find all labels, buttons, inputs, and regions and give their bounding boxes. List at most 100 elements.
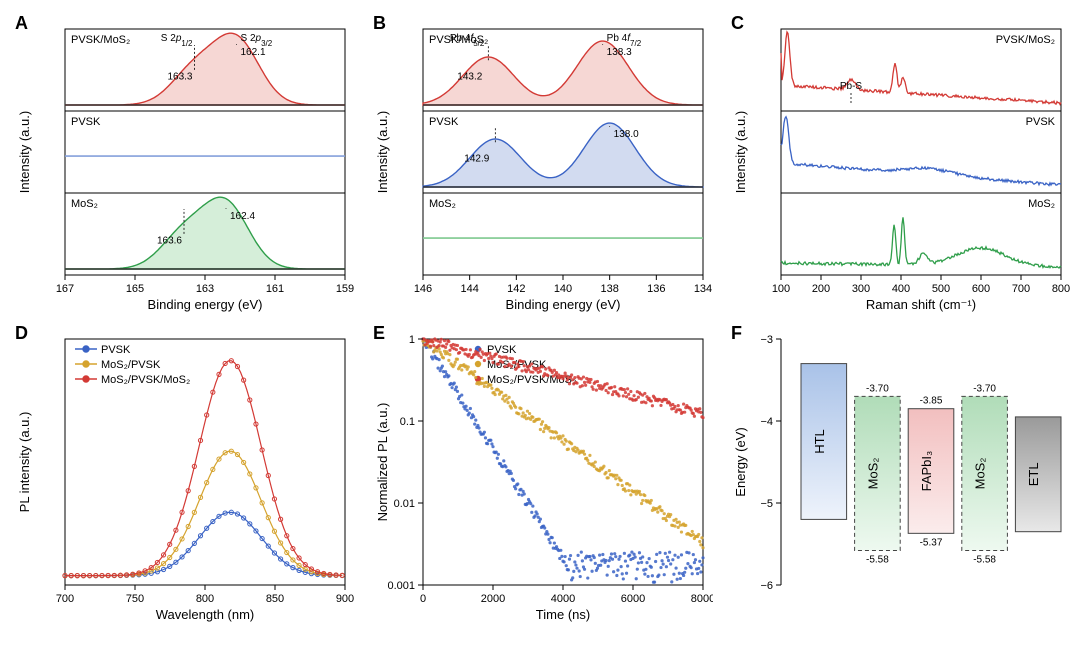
svg-text:Binding energy (eV): Binding energy (eV) xyxy=(506,297,621,312)
svg-text:PVSK: PVSK xyxy=(487,344,517,356)
svg-text:163.6: 163.6 xyxy=(157,235,182,246)
svg-text:8000: 8000 xyxy=(691,593,713,605)
svg-text:PVSK/MoS₂: PVSK/MoS₂ xyxy=(71,34,130,46)
svg-text:PVSK: PVSK xyxy=(101,344,131,356)
svg-text:Pb-S: Pb-S xyxy=(840,81,863,92)
chart-C: PVSK/MoS₂ Pb-S PVSK MoS₂ 100 200 300 400 500 600 7… xyxy=(731,15,1071,315)
svg-text:Intensity (a.u.): Intensity (a.u.) xyxy=(733,111,748,193)
svg-text:600: 600 xyxy=(972,283,990,295)
svg-text:PVSK: PVSK xyxy=(71,116,101,128)
svg-text:Intensity (a.u.): Intensity (a.u.) xyxy=(375,111,390,193)
svg-text:700: 700 xyxy=(1012,283,1030,295)
svg-text:-5.58: -5.58 xyxy=(866,555,889,566)
svg-text:-3.70: -3.70 xyxy=(866,383,889,394)
svg-text:-5.37: -5.37 xyxy=(920,537,943,548)
svg-text:PVSK/MoS₂: PVSK/MoS₂ xyxy=(996,34,1055,46)
svg-text:0.01: 0.01 xyxy=(394,498,415,510)
svg-text:PVSK: PVSK xyxy=(1026,116,1056,128)
svg-text:134: 134 xyxy=(694,283,712,295)
svg-text:140: 140 xyxy=(554,283,572,295)
svg-text:-5.58: -5.58 xyxy=(973,555,996,566)
svg-text:159: 159 xyxy=(336,283,354,295)
svg-text:Binding energy (eV): Binding energy (eV) xyxy=(148,297,263,312)
svg-text:Wavelength (nm): Wavelength (nm) xyxy=(156,607,255,622)
svg-text:163.3: 163.3 xyxy=(167,71,192,82)
svg-text:200: 200 xyxy=(812,283,830,295)
svg-text:161: 161 xyxy=(266,283,284,295)
svg-text:138.3: 138.3 xyxy=(607,47,632,58)
svg-text:MoS₂: MoS₂ xyxy=(71,198,98,210)
svg-text:Raman shift (cm⁻¹): Raman shift (cm⁻¹) xyxy=(866,297,976,312)
svg-text:−6: −6 xyxy=(760,580,773,592)
svg-text:900: 900 xyxy=(336,593,354,605)
svg-text:163: 163 xyxy=(196,283,214,295)
svg-text:2000: 2000 xyxy=(481,593,505,605)
panel-label-D: D xyxy=(15,323,28,344)
svg-text:1: 1 xyxy=(409,334,415,346)
svg-text:−3: −3 xyxy=(760,334,773,346)
svg-text:100: 100 xyxy=(772,283,790,295)
svg-text:142: 142 xyxy=(507,283,525,295)
svg-text:MoS₂: MoS₂ xyxy=(865,458,880,490)
svg-text:142.9: 142.9 xyxy=(464,153,489,164)
svg-text:146: 146 xyxy=(414,283,432,295)
svg-text:0.1: 0.1 xyxy=(400,416,415,428)
chart-F: −3 −4 −5 −6 Energy (eV) HTL MoS₂ -3.70 -5.58 FAPb… xyxy=(731,325,1071,625)
svg-text:MoS₂/PVSK: MoS₂/PVSK xyxy=(101,359,161,371)
svg-text:400: 400 xyxy=(892,283,910,295)
svg-text:S 2p1/2: S 2p1/2 xyxy=(161,33,193,48)
svg-text:167: 167 xyxy=(56,283,74,295)
svg-text:6000: 6000 xyxy=(621,593,645,605)
panel-A: A PVSK/MoS₂163.3162.1S 2p1/2S 2p3/2PVSKM… xyxy=(15,15,355,315)
svg-text:162.4: 162.4 xyxy=(230,211,255,222)
chart-A: PVSK/MoS₂163.3162.1S 2p1/2S 2p3/2PVSKMoS… xyxy=(15,15,355,315)
panel-label-F: F xyxy=(731,323,742,344)
figure-grid: A PVSK/MoS₂163.3162.1S 2p1/2S 2p3/2PVSKM… xyxy=(15,15,1065,625)
svg-text:MoS₂: MoS₂ xyxy=(429,198,456,210)
panel-label-E: E xyxy=(373,323,385,344)
svg-text:0: 0 xyxy=(420,593,426,605)
panel-B: B PVSK/MoS₂143.2138.3Pb 4f5/2Pb 4f7/2PVS… xyxy=(373,15,713,315)
svg-text:-3.70: -3.70 xyxy=(973,383,996,394)
svg-text:−4: −4 xyxy=(760,416,773,428)
svg-text:750: 750 xyxy=(126,593,144,605)
panel-label-C: C xyxy=(731,13,744,34)
svg-text:144: 144 xyxy=(460,283,478,295)
svg-text:4000: 4000 xyxy=(551,593,575,605)
svg-text:Intensity (a.u.): Intensity (a.u.) xyxy=(17,111,32,193)
panel-D: D PVSK MoS₂/PVSK MoS₂/PVSK/MoS₂ 700 750 800 85… xyxy=(15,325,355,625)
svg-text:−5: −5 xyxy=(760,498,773,510)
svg-text:MoS₂: MoS₂ xyxy=(973,458,988,490)
panel-label-A: A xyxy=(15,13,28,34)
svg-text:800: 800 xyxy=(196,593,214,605)
svg-text:FAPbI₃: FAPbI₃ xyxy=(919,451,934,492)
svg-text:PL intensity (a.u.): PL intensity (a.u.) xyxy=(17,412,32,513)
panel-C: C PVSK/MoS₂ Pb-S PVSK MoS₂ 100 200 300 400 500 60… xyxy=(731,15,1071,315)
panel-E: E PVSKMoS₂/PVSKMoS₂/PVSK/MoS₂02000400060… xyxy=(373,325,713,625)
svg-text:165: 165 xyxy=(126,283,144,295)
svg-text:800: 800 xyxy=(1052,283,1070,295)
panel-label-B: B xyxy=(373,13,386,34)
svg-text:162.1: 162.1 xyxy=(241,47,266,58)
svg-text:0.001: 0.001 xyxy=(387,580,415,592)
svg-text:MoS₂: MoS₂ xyxy=(1028,198,1055,210)
svg-text:700: 700 xyxy=(56,593,74,605)
svg-text:136: 136 xyxy=(647,283,665,295)
chart-E: PVSKMoS₂/PVSKMoS₂/PVSK/MoS₂0200040006000… xyxy=(373,325,713,625)
svg-text:Normalized PL (a.u.): Normalized PL (a.u.) xyxy=(375,403,390,522)
svg-text:Energy (eV): Energy (eV) xyxy=(733,427,748,496)
svg-text:MoS₂/PVSK/MoS₂: MoS₂/PVSK/MoS₂ xyxy=(101,374,190,386)
svg-text:143.2: 143.2 xyxy=(457,71,482,82)
svg-text:850: 850 xyxy=(266,593,284,605)
chart-D: PVSK MoS₂/PVSK MoS₂/PVSK/MoS₂ 700 750 800 850 9… xyxy=(15,325,355,625)
svg-text:-3.85: -3.85 xyxy=(920,396,943,407)
svg-text:138.0: 138.0 xyxy=(614,129,639,140)
svg-text:Time (ns): Time (ns) xyxy=(536,607,590,622)
svg-text:ETL: ETL xyxy=(1026,462,1041,486)
svg-text:300: 300 xyxy=(852,283,870,295)
svg-text:500: 500 xyxy=(932,283,950,295)
panel-F: F −3 −4 −5 −6 Energy (eV) HTL MoS₂ -3.70 -5.58 FA… xyxy=(731,325,1071,625)
svg-text:HTL: HTL xyxy=(812,429,827,454)
svg-text:138: 138 xyxy=(600,283,618,295)
chart-B: PVSK/MoS₂143.2138.3Pb 4f5/2Pb 4f7/2PVSK1… xyxy=(373,15,713,315)
